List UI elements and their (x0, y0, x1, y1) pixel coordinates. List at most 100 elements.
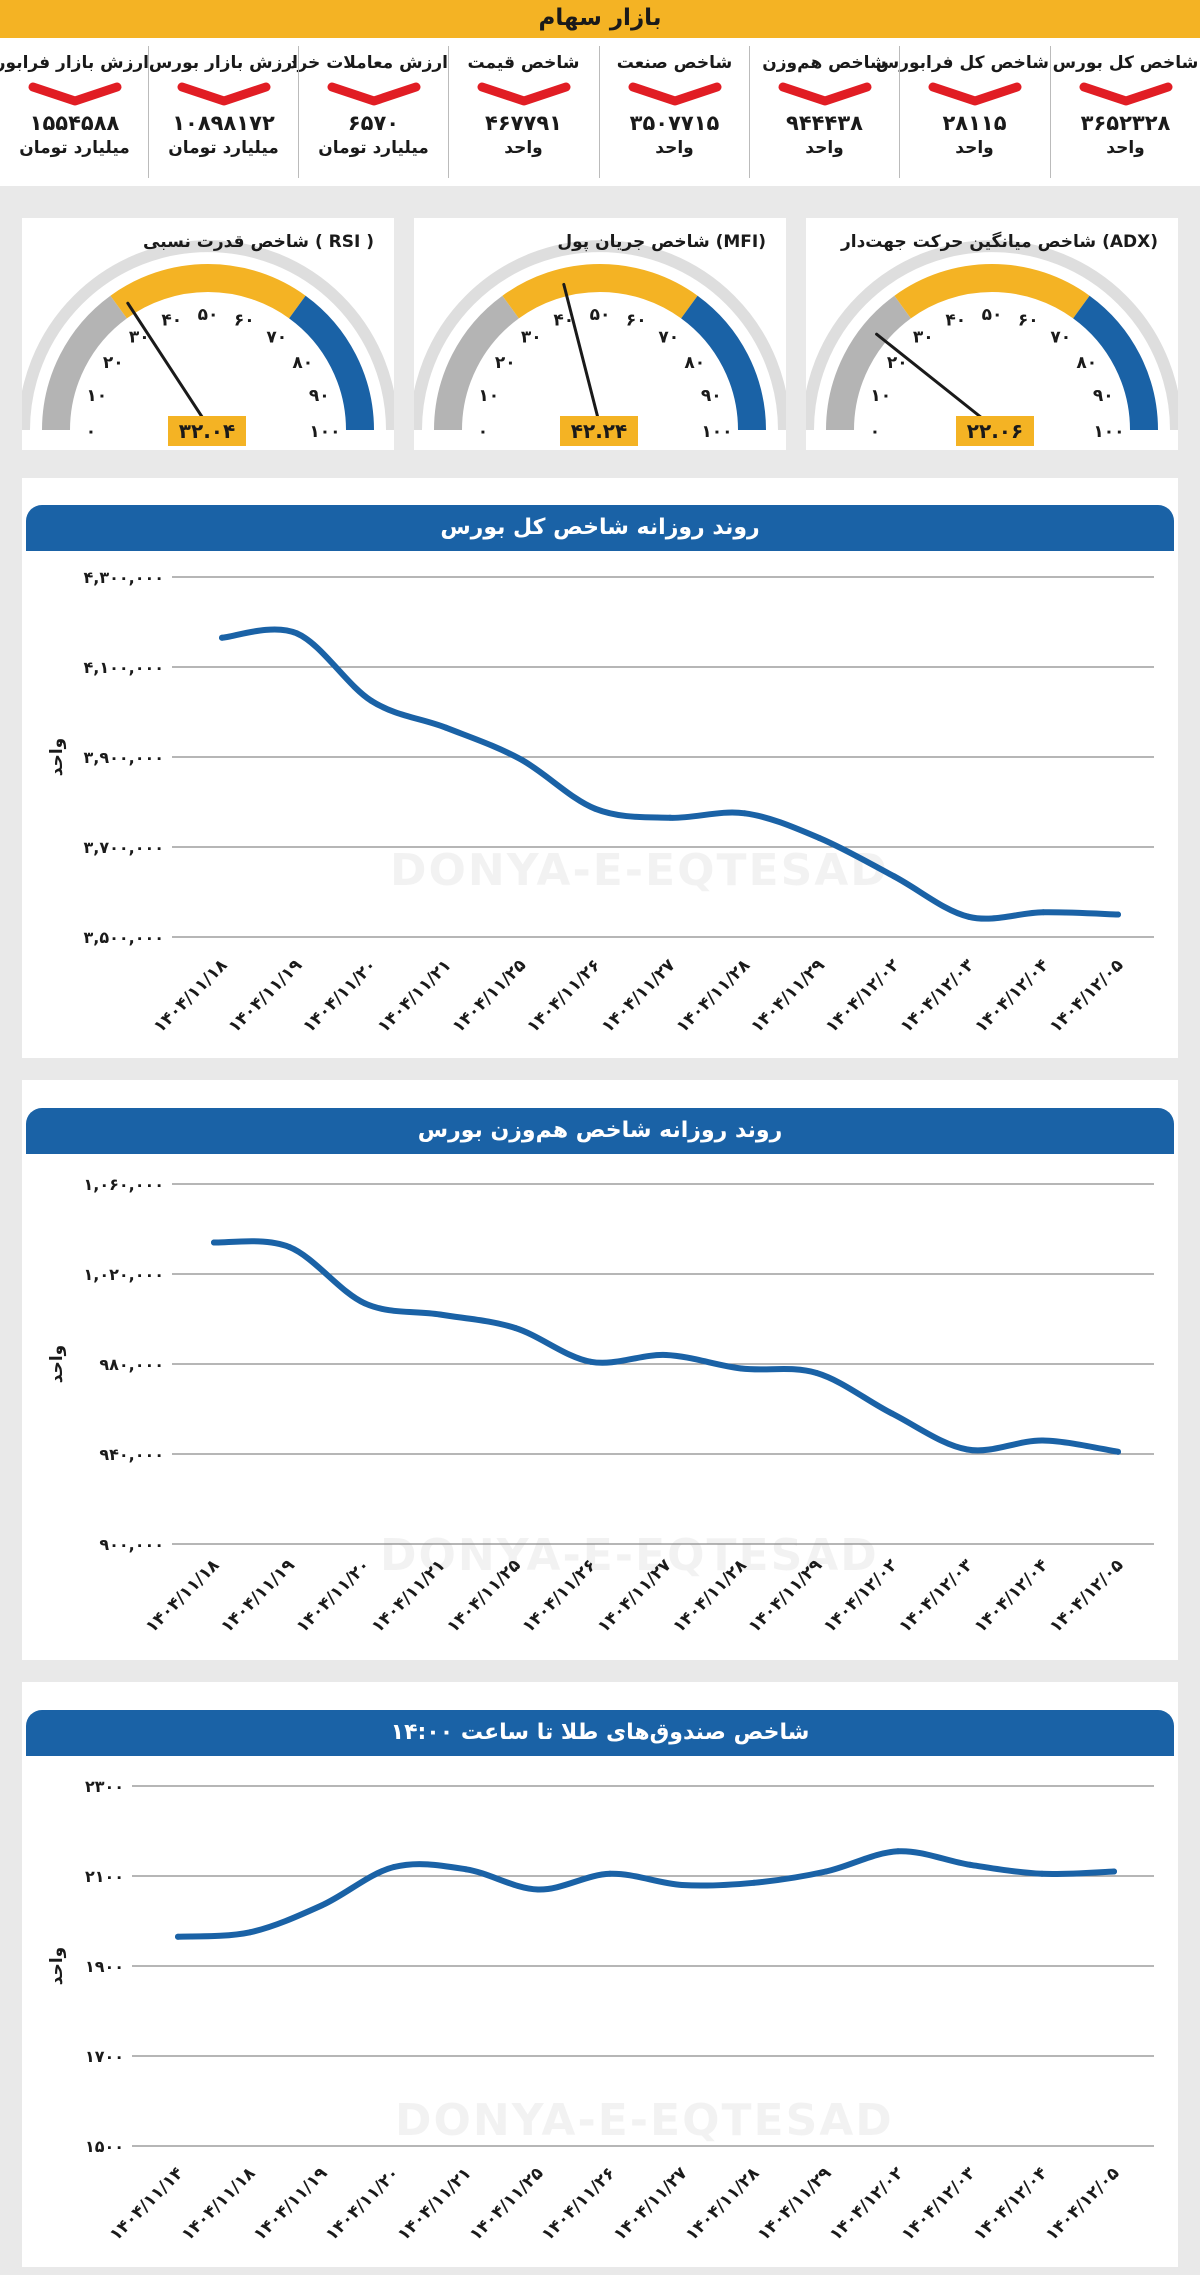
stat-value: ۲۸۱۱۵ (942, 111, 1007, 135)
x-tick-label: ۱۴۰۴/۱۱/۲۷ (610, 2163, 692, 2245)
page-title: بازار سهام (538, 5, 662, 31)
line-chart-equal-weight-index: ۹۰۰,۰۰۰ ۹۴۰,۰۰۰ ۹۸۰,۰۰۰ ۱,۰۲۰,۰۰۰ ۱,۰۶۰,۰۰۰ و… (47, 1175, 1154, 1637)
x-tick-label: ۱۴۰۴/۱۱/۲۶ (519, 1555, 601, 1637)
down-arrow-icon (28, 82, 121, 106)
x-tick-label: ۱۴۰۴/۱۱/۲۱ (368, 1555, 450, 1637)
y-tick-label: ۲۳۰۰ (85, 1777, 124, 1796)
y-tick-label: ۱۷۰۰ (85, 2047, 124, 2066)
stat-price-index: شاخص قیمت ۴۶۷۷۹۱ واحد (449, 38, 598, 186)
gauge-tick-label: ۱۰ (870, 386, 891, 406)
x-tick-label: ۱۴۰۴/۱۲/۰۲ (822, 955, 904, 1037)
gauge-tick-label: ۲۰ (495, 353, 516, 373)
stat-unit: واحد (1106, 138, 1145, 158)
gauge-band-mid (502, 264, 698, 319)
gauge-tick-label: ۴۰ (161, 311, 182, 331)
stat-unit: میلیارد تومان (19, 138, 130, 158)
gauge-tick-label: ۵۰ (590, 305, 611, 325)
down-arrow-icon (477, 82, 570, 106)
down-arrow-icon (628, 82, 721, 106)
x-tick-label: ۱۴۰۴/۱۲/۰۵ (1042, 2163, 1124, 2245)
data-point (813, 1370, 820, 1376)
stat-unit: واحد (805, 138, 844, 158)
gauge-needle (126, 301, 210, 428)
gauge-tick-label: ۵۰ (982, 305, 1003, 325)
gauge-band-low (826, 295, 912, 431)
gauge-adx-value: ۲۲.۰۶ (956, 416, 1034, 446)
gauge-title: شاخص میانگین حرکت جهت‌دار (ADX) (840, 232, 1158, 252)
gauge-tick-label: ۱۰ (86, 386, 107, 406)
x-tick-label: ۱۴۰۴/۱۲/۰۴ (971, 955, 1053, 1037)
gauge-tick-label: ۲۰ (887, 353, 908, 373)
gauge-tick-label: ۷۰ (1050, 327, 1071, 347)
y-tick-label: ۹۴۰,۰۰۰ (99, 1445, 164, 1464)
gauge-title: شاخص قدرت نسبی ( RSI ) (143, 232, 374, 252)
down-arrow-icon (177, 82, 270, 106)
gauge-tick-label: ۹۰ (309, 386, 330, 406)
gauge-outer-rim (806, 240, 1178, 431)
stats-panel (0, 38, 1200, 186)
stat-farabourse-index: شاخص کل فرابورس ۲۸۱۱۵ واحد (875, 38, 1049, 186)
stat-unit: میلیارد تومان (168, 138, 279, 158)
divider (298, 46, 299, 178)
y-tick-label: ۴,۱۰۰,۰۰۰ (83, 658, 164, 677)
gauge-tick-label: ۶۰ (626, 311, 647, 331)
stat-unit: میلیارد تومان (318, 138, 429, 158)
data-point (895, 1848, 901, 1855)
chart-title: روند روزانه شاخص کل بورس (26, 505, 1174, 551)
x-tick-label: ۱۴۰۴/۱۲/۰۲ (820, 1555, 902, 1637)
divider (448, 46, 449, 178)
x-tick-label: ۱۴۰۴/۱۱/۲۷ (598, 955, 680, 1037)
x-tick-label: ۱۴۰۴/۱۱/۲۹ (754, 2163, 836, 2245)
data-point (247, 1929, 253, 1936)
gauge-tick-label: ۵۰ (198, 305, 219, 325)
gauge-tick-label: ۸۰ (292, 353, 313, 373)
divider (599, 46, 600, 178)
gauge-tick-label: ۷۰ (266, 327, 287, 347)
x-tick-label: ۱۴۰۴/۱۱/۱۹ (250, 2163, 332, 2245)
x-tick-label: ۱۴۰۴/۱۲/۰۳ (895, 1555, 977, 1637)
stat-value: ۳۵۰۷۷۱۵ (629, 111, 720, 135)
x-tick-label: ۱۴۰۴/۱۱/۱۹ (217, 1555, 299, 1637)
x-tick-label: ۱۴۰۴/۱۱/۲۵ (443, 1555, 525, 1637)
data-point (286, 1244, 293, 1250)
gauge-band-low (434, 295, 520, 431)
gauge-needle (562, 282, 602, 428)
chart-title: شاخص صندوق‌های طلا تا ساعت ۱۴:۰۰ (26, 1710, 1174, 1756)
gauge-tick-label: ۹۰ (1093, 386, 1114, 406)
data-point (592, 805, 599, 812)
data-point (293, 630, 300, 637)
chart-panel-gold-funds-index (22, 1682, 1178, 2267)
stat-label: شاخص کل فرابورس (875, 53, 1049, 73)
data-point (535, 1886, 541, 1893)
stat-value: ۹۴۴۴۳۸ (786, 111, 863, 135)
gauge-tick-label: ۹۰ (701, 386, 722, 406)
stat-label: شاخص قیمت (467, 53, 580, 73)
data-point (816, 835, 823, 841)
data-point (891, 873, 897, 880)
gauge-band-mid (894, 264, 1090, 319)
gauge-outer-rim (22, 240, 394, 431)
gauge-mfi: ۰ ۱۰ ۲۰ ۳۰ ۴۰ ۵۰ ۶۰ ۷۰ ۸۰ ۹۰ ۱۰۰ شاخص جریان پول (M… (414, 218, 786, 450)
y-tick-label: ۳,۵۰۰,۰۰۰ (83, 928, 164, 947)
gauge-title: شاخص جریان پول (MFI) (557, 232, 766, 252)
x-tick-label: ۱۴۰۴/۱۲/۰۲ (826, 2163, 908, 2245)
x-tick-label: ۱۴۰۴/۱۱/۲۸ (673, 955, 755, 1037)
x-tick-label: ۱۴۰۴/۱۱/۲۰ (293, 1555, 375, 1637)
stat-label: ارزش بازار فرابورس (0, 53, 149, 73)
x-tick-label: ۱۴۰۴/۱۱/۲۸ (682, 2163, 764, 2245)
chart-panel-total-index (22, 478, 1178, 1058)
gauge-tick-label: ۳۰ (129, 327, 150, 347)
gauge-rsi: ۰ ۱۰ ۲۰ ۳۰ ۴۰ ۵۰ ۶۰ ۷۰ ۸۰ ۹۰ ۱۰۰ شاخص قدرت نسبی ( … (22, 218, 394, 450)
gauge-tick-label: ۴۰ (553, 311, 574, 331)
data-point (679, 1882, 685, 1888)
divider (148, 46, 149, 178)
data-point (741, 810, 748, 817)
y-axis-label: واحد (47, 1345, 67, 1383)
data-point (361, 1300, 368, 1307)
y-tick-label: ۲۱۰۰ (85, 1867, 124, 1886)
data-point (738, 1365, 745, 1372)
down-arrow-icon (928, 82, 1021, 106)
